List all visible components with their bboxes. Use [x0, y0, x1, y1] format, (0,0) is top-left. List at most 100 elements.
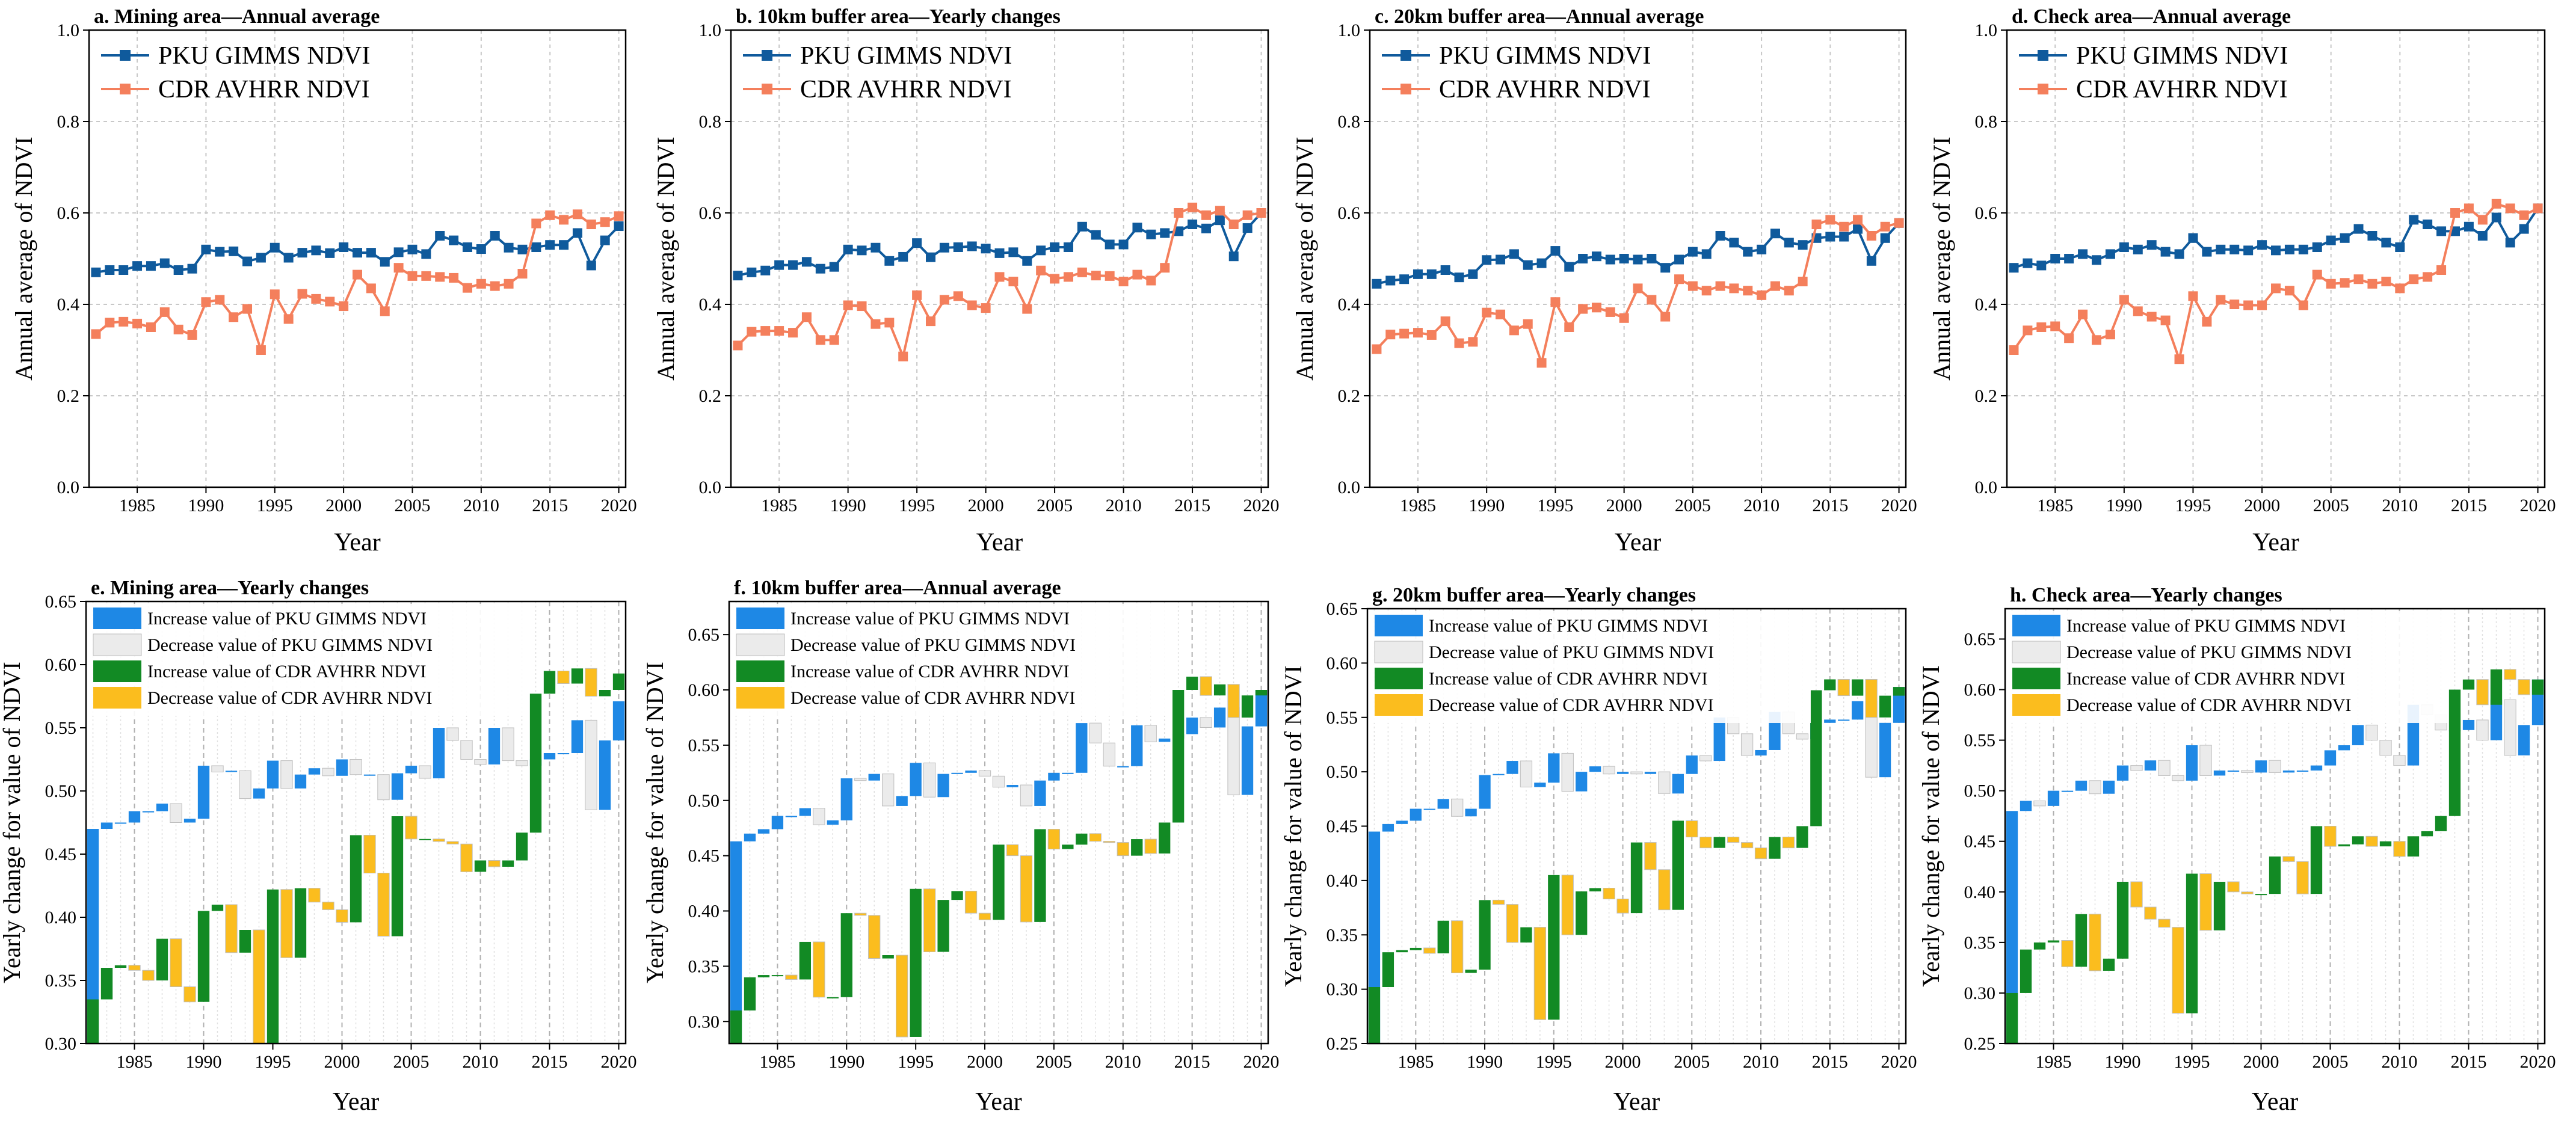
- plot-frame: [2004, 608, 2546, 1045]
- increase-bar: [2379, 841, 2392, 847]
- increase-bar: [2213, 771, 2226, 776]
- increase-bar: [2186, 745, 2198, 781]
- data-point: [325, 248, 335, 258]
- panel-d: d. Check area—Annual average PKU GIMMS ND…: [1928, 5, 2556, 556]
- data-point: [1228, 220, 1239, 229]
- data-point: [1050, 274, 1060, 284]
- data-point: [981, 303, 991, 313]
- x-axis-label: Year: [2252, 529, 2299, 556]
- decrease-bar: [1103, 841, 1115, 843]
- chart-title: d. Check area—Annual average: [2012, 5, 2291, 28]
- increase-bar: [2269, 856, 2281, 894]
- data-point: [1022, 256, 1032, 266]
- data-point: [366, 248, 376, 258]
- increase-bar: [1520, 927, 1532, 943]
- y-tick-label: 0.8: [57, 112, 80, 132]
- decrease-bar: [1423, 947, 1436, 954]
- increase-bar: [1410, 947, 1422, 950]
- legend-label: Increase value of PKU GIMMS NDVI: [790, 609, 1070, 629]
- decrease-bar: [2365, 724, 2378, 741]
- increase-bar: [1423, 808, 1435, 810]
- increase-bar: [910, 888, 922, 1037]
- bars-pku-gimms: [87, 701, 625, 1044]
- legend: Increase value of PKU GIMMS NDVI Decrease…: [2006, 611, 2448, 723]
- data-point: [2519, 224, 2529, 234]
- increase-bar: [2531, 679, 2544, 695]
- chart-title: a. Mining area—Annual average: [94, 5, 380, 28]
- increase-bar: [488, 728, 501, 764]
- increase-bar: [1576, 772, 1588, 792]
- x-tick-label: 2000: [325, 496, 362, 515]
- increase-bar: [599, 690, 611, 697]
- data-point: [421, 271, 431, 281]
- data-point: [2146, 240, 2157, 250]
- x-tick-label: 1990: [188, 496, 224, 515]
- data-point: [2257, 300, 2267, 310]
- legend: Increase value of PKU GIMMS NDVI Decrease…: [1369, 611, 1811, 723]
- decrease-bar: [2296, 861, 2309, 894]
- x-tick-label: 2020: [1243, 496, 1280, 515]
- increase-bar: [1048, 772, 1060, 781]
- increase-bar: [1076, 723, 1088, 773]
- y-tick-label: 0.60: [1964, 680, 1996, 700]
- y-tick-label: 0.30: [688, 1012, 720, 1032]
- data-point: [545, 210, 555, 220]
- increase-bar: [543, 753, 556, 760]
- increase-bar: [225, 771, 238, 772]
- increase-bar: [2435, 816, 2447, 831]
- increase-bar: [1186, 717, 1198, 734]
- decrease-bar: [2241, 770, 2254, 773]
- legend-swatch: [2012, 694, 2060, 716]
- data-point: [187, 330, 197, 340]
- decrease-bar: [2172, 775, 2184, 781]
- data-point: [132, 318, 143, 328]
- data-point: [1880, 221, 1890, 232]
- bars-pku-gimms: [730, 690, 1268, 1044]
- data-point: [490, 281, 500, 291]
- increase-bar: [1479, 775, 1491, 809]
- data-point: [311, 245, 321, 256]
- data-point: [939, 295, 949, 305]
- y-tick-label: 0.45: [1327, 817, 1358, 837]
- data-point: [1372, 278, 1382, 289]
- x-tick-label: 2010: [1743, 1052, 1779, 1072]
- increase-bar: [267, 889, 279, 1044]
- data-point: [1687, 281, 1698, 291]
- increase-bar: [2006, 992, 2018, 1044]
- x-tick-label: 2000: [1605, 1052, 1641, 1072]
- data-point: [270, 289, 280, 300]
- increase-bar: [910, 763, 922, 796]
- data-point: [1853, 224, 1863, 234]
- decrease-bar: [585, 668, 597, 697]
- increase-bar: [308, 768, 321, 775]
- x-tick-label: 2020: [601, 1052, 637, 1072]
- increase-bar: [529, 694, 542, 833]
- data-point: [1077, 221, 1087, 232]
- data-point: [953, 291, 963, 301]
- data-point: [1853, 215, 1863, 225]
- increase-bar: [1255, 690, 1268, 727]
- data-point: [1660, 263, 1671, 273]
- x-tick-label: 1995: [255, 1052, 291, 1072]
- ticks: 0.30 0.35 0.40 0.45 0.50 0.55 0.60 0.65 1985 1990…: [688, 625, 1280, 1072]
- increase-bar: [571, 668, 584, 684]
- y-axis-label: Yearly change for value of NDVI: [1917, 665, 1944, 987]
- legend: Increase value of PKU GIMMS NDVI Decrease…: [730, 604, 1172, 716]
- series-pku-gimms: [1372, 218, 1904, 289]
- chart-title: g. 20km buffer area—Yearly changes: [1372, 584, 1696, 606]
- decrease-bar: [1782, 837, 1795, 849]
- decrease-bar: [1658, 869, 1671, 911]
- increase-bar: [1769, 837, 1781, 859]
- decrease-bar: [1699, 837, 1712, 849]
- decrease-bar: [2324, 826, 2337, 847]
- legend-swatch: [1375, 615, 1423, 636]
- decrease-bar: [1837, 678, 1850, 697]
- legend-marker: [1400, 50, 1411, 61]
- data-point: [2367, 231, 2377, 241]
- data-point: [2216, 295, 2226, 305]
- legend: PKU GIMMS NDVI CDR AVHRR NDVI: [2019, 42, 2288, 103]
- decrease-bar: [142, 970, 155, 981]
- increase-bar: [1241, 726, 1254, 795]
- decrease-bar: [1227, 684, 1240, 718]
